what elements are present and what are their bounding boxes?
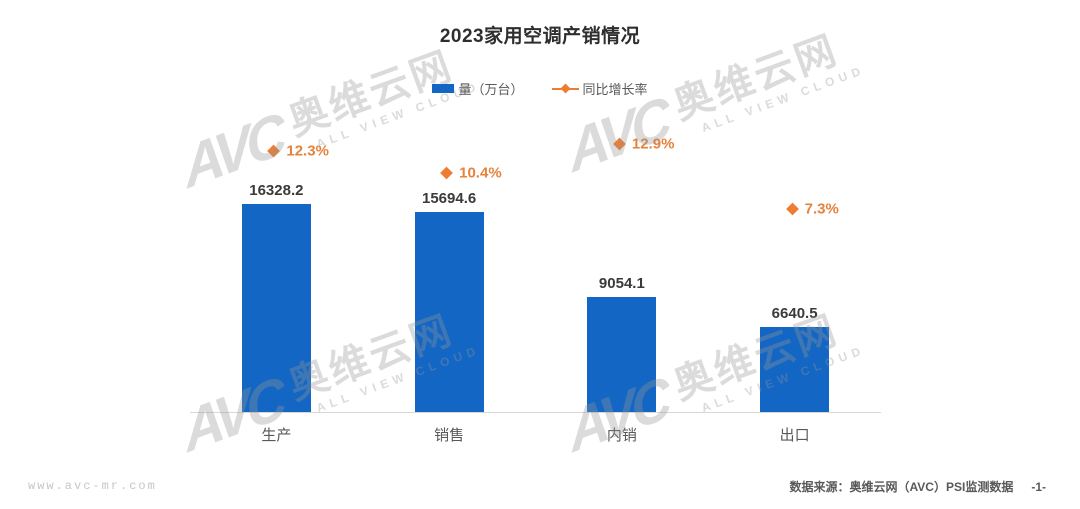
chart-column-4: 6640.5 7.3% 出口	[708, 120, 881, 444]
bar-3	[587, 297, 657, 412]
category-label: 出口	[779, 427, 810, 444]
diamond-marker-icon	[785, 202, 799, 216]
footer-right: 数据来源：奥维云网（AVC）PSI监测数据 -1-	[790, 478, 1046, 495]
chart-column-2: 15694.6 10.4% 销售	[363, 120, 536, 444]
legend-label-growth: 同比增长率	[582, 82, 648, 97]
category-label: 内销	[606, 427, 637, 444]
legend: 量（万台） 同比增长率	[0, 79, 1080, 98]
diamond-marker-icon	[613, 137, 626, 151]
growth-marker: 12.9%	[613, 135, 675, 153]
bar-2	[414, 212, 484, 412]
bar-value-label: 16328.2	[249, 182, 304, 199]
growth-value-label: 7.3%	[804, 200, 839, 218]
legend-label-volume: 量（万台）	[458, 82, 524, 97]
legend-item-growth: 同比增长率	[551, 79, 648, 98]
bar-chart: 16328.2 12.3% 生产 15694.6 10.4% 销售 9054.1 12.9% 内…	[190, 120, 881, 444]
data-source-note: 数据来源：奥维云网（AVC）PSI监测数据	[789, 480, 1014, 494]
bar-series-swatch	[432, 84, 455, 93]
chart-column-1: 16328.2 12.3% 生产	[190, 120, 363, 444]
legend-item-volume: 量（万台）	[432, 79, 524, 98]
bar-4	[760, 327, 830, 412]
chart-column-3: 9054.1 12.9% 内销	[536, 120, 709, 444]
bar-value-label: 15694.6	[422, 190, 477, 207]
bar-value-label: 9054.1	[598, 275, 645, 292]
category-label: 生产	[261, 427, 292, 444]
growth-value-label: 12.3%	[286, 142, 329, 160]
bar-value-label: 6640.5	[771, 305, 818, 322]
growth-value-label: 12.9%	[631, 135, 675, 153]
diamond-marker-icon	[440, 166, 453, 180]
growth-marker: 7.3%	[785, 200, 839, 218]
growth-marker: 10.4%	[440, 164, 502, 182]
page-number: -1-	[1031, 479, 1046, 494]
chart-title: 2023家用空调产销情况	[439, 26, 641, 47]
bar-1	[241, 204, 311, 412]
category-label: 销售	[434, 427, 465, 444]
growth-marker: 12.3%	[267, 142, 329, 160]
diamond-marker-icon	[267, 144, 281, 158]
website-url: www.avc-mr.com	[28, 479, 157, 493]
growth-value-label: 10.4%	[459, 164, 502, 182]
line-series-marker-icon	[551, 83, 579, 94]
